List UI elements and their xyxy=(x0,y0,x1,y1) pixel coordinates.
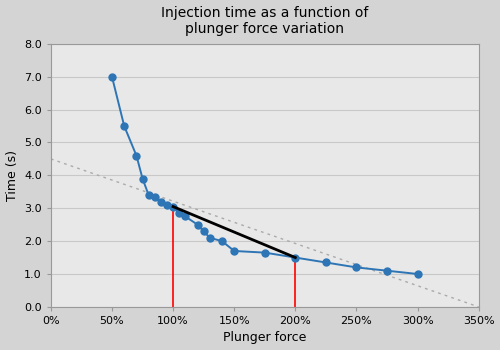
Y-axis label: Time (s): Time (s) xyxy=(6,150,18,201)
X-axis label: Plunger force: Plunger force xyxy=(223,331,306,344)
Title: Injection time as a function of
plunger force variation: Injection time as a function of plunger … xyxy=(161,6,368,36)
